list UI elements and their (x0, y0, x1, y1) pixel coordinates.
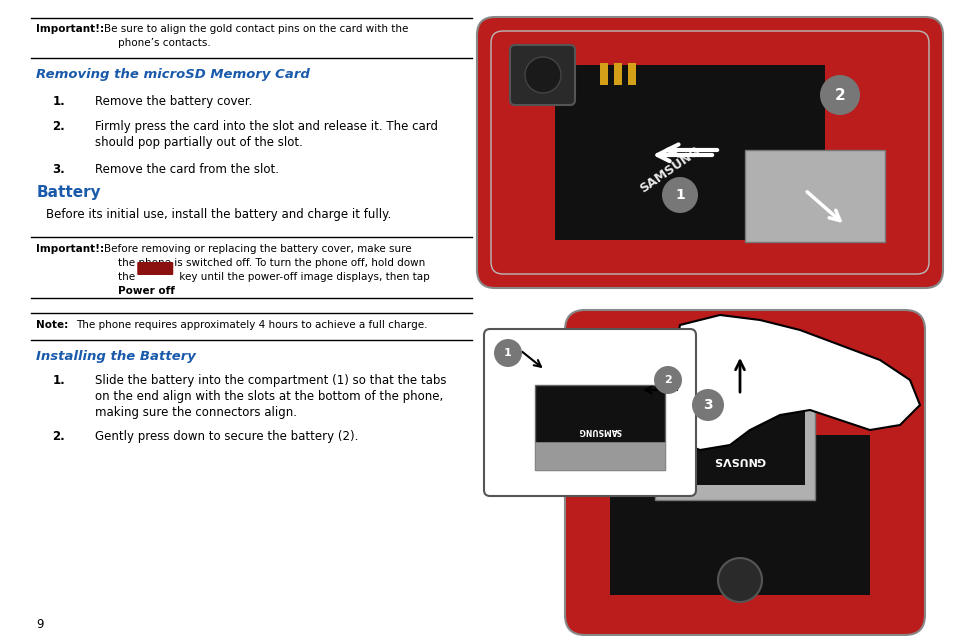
Text: Installing the Battery: Installing the Battery (36, 350, 196, 363)
Text: 1: 1 (503, 348, 512, 358)
Text: Important!:: Important!: (36, 244, 104, 254)
Circle shape (718, 558, 761, 602)
Text: Remove the card from the slot.: Remove the card from the slot. (95, 163, 279, 176)
Text: 2.: 2. (52, 430, 65, 443)
Text: the: the (118, 272, 138, 282)
Text: SAMSUNG: SAMSUNG (637, 144, 702, 196)
Bar (555, 65, 824, 240)
Text: Removing Battery: Removing Battery (491, 467, 598, 480)
Text: Battery: Battery (36, 185, 101, 200)
Text: Firmly press the card into the slot and release it. The card: Firmly press the card into the slot and … (95, 120, 438, 133)
Bar (664, 405, 804, 485)
Circle shape (494, 339, 521, 367)
Text: Slide the battery into the compartment (1) so that the tabs: Slide the battery into the compartment (… (95, 374, 446, 387)
Bar (614, 63, 621, 85)
Text: Power off: Power off (118, 286, 175, 296)
Text: Installing Battery: Installing Battery (805, 24, 907, 37)
Bar (627, 63, 636, 85)
Bar (535, 442, 664, 470)
Text: Important!:: Important!: (36, 24, 104, 34)
Text: Remove the battery cover.: Remove the battery cover. (95, 95, 253, 108)
Circle shape (654, 366, 681, 394)
Text: Gently press down to secure the battery (2).: Gently press down to secure the battery … (95, 430, 358, 443)
Circle shape (661, 177, 698, 213)
Text: 2: 2 (834, 88, 844, 102)
Polygon shape (655, 370, 814, 500)
Text: should pop partially out of the slot.: should pop partially out of the slot. (95, 136, 303, 149)
Text: 2.: 2. (52, 120, 65, 133)
Text: The phone requires approximately 4 hours to achieve a full charge.: The phone requires approximately 4 hours… (76, 320, 427, 330)
FancyBboxPatch shape (483, 329, 696, 496)
FancyBboxPatch shape (476, 17, 942, 288)
Text: the phone is switched off. To turn the phone off, hold down: the phone is switched off. To turn the p… (118, 258, 425, 268)
Text: 3.: 3. (52, 163, 65, 176)
Text: 9: 9 (36, 618, 44, 631)
Text: 3: 3 (702, 398, 712, 412)
Text: 1.: 1. (52, 95, 65, 108)
Text: on the end align with the slots at the bottom of the phone,: on the end align with the slots at the b… (95, 390, 443, 403)
Text: key until the power-off image displays, then tap: key until the power-off image displays, … (176, 272, 430, 282)
Text: Before its initial use, install the battery and charge it fully.: Before its initial use, install the batt… (46, 208, 391, 221)
Bar (609, 435, 869, 595)
Bar (744, 150, 884, 242)
Text: 1.: 1. (52, 374, 65, 387)
Text: Removing the microSD Memory Card: Removing the microSD Memory Card (36, 68, 310, 81)
FancyBboxPatch shape (510, 45, 575, 105)
Text: 1: 1 (675, 188, 684, 202)
FancyBboxPatch shape (564, 310, 924, 635)
Text: 2: 2 (663, 375, 671, 385)
Circle shape (820, 75, 859, 115)
Text: Be sure to align the gold contact pins on the card with the: Be sure to align the gold contact pins o… (104, 24, 408, 34)
Text: SAMSUNG: SAMSUNG (578, 425, 621, 434)
FancyBboxPatch shape (137, 262, 173, 275)
Text: Note:: Note: (36, 320, 69, 330)
Bar (599, 63, 607, 85)
Polygon shape (659, 315, 919, 450)
Bar (535, 385, 664, 470)
Circle shape (691, 389, 723, 421)
Circle shape (524, 57, 560, 93)
Text: GNUSVS: GNUSVS (713, 455, 765, 465)
Text: phone’s contacts.: phone’s contacts. (118, 38, 211, 48)
Text: Before removing or replacing the battery cover, make sure: Before removing or replacing the battery… (104, 244, 412, 254)
Text: making sure the connectors align.: making sure the connectors align. (95, 406, 297, 419)
Text: .: . (166, 286, 170, 296)
